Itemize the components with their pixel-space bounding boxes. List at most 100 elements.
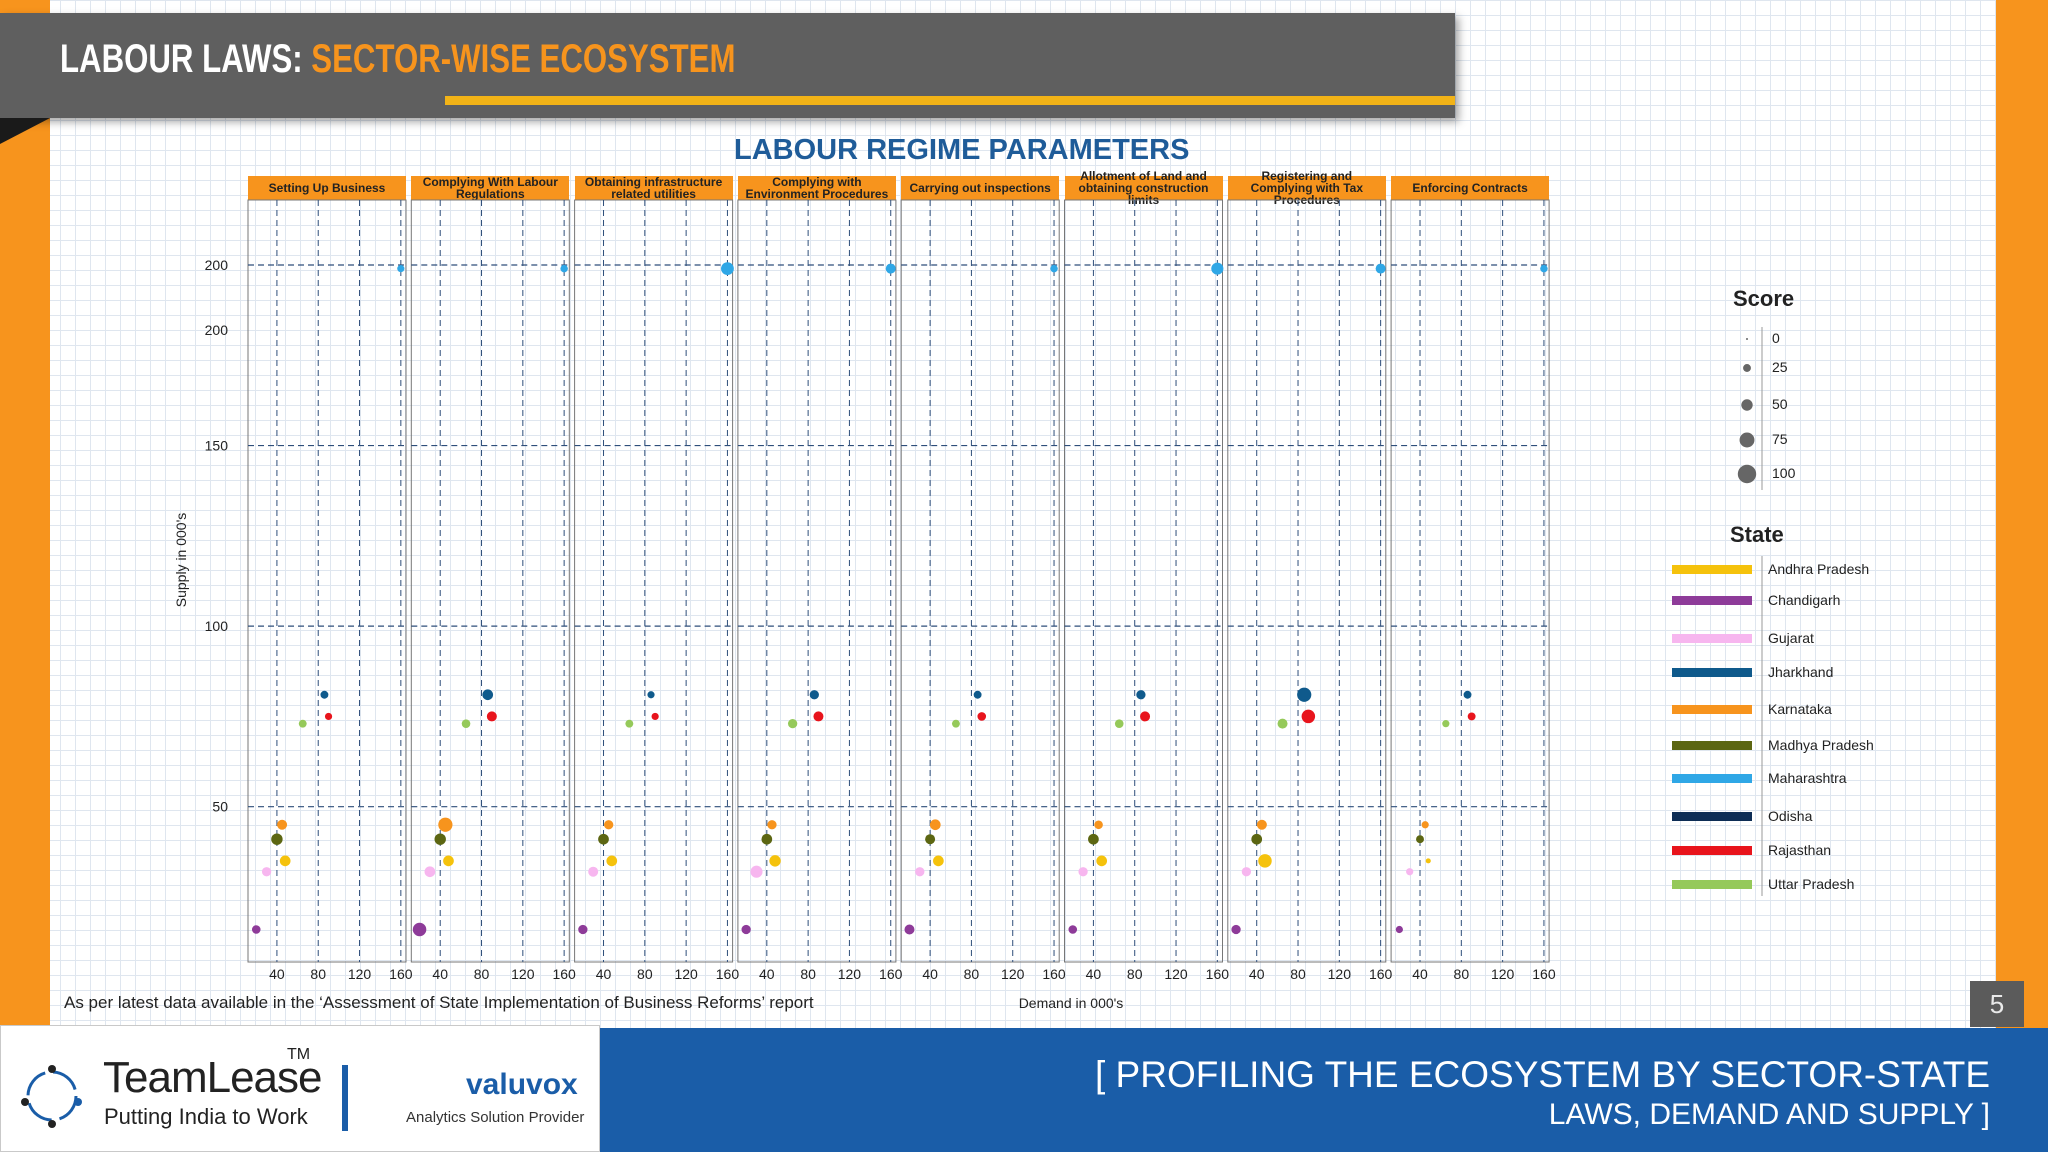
y-tick-label: 50 (212, 799, 228, 815)
data-point (1463, 690, 1472, 699)
score-legend-symbol (1746, 338, 1748, 340)
data-point (598, 833, 609, 845)
x-tick-label: 40 (759, 966, 775, 982)
x-tick-label: 80 (637, 966, 653, 982)
score-legend-label: 100 (1772, 465, 1796, 481)
data-point (1416, 835, 1424, 844)
data-point (813, 711, 824, 722)
footnote: As per latest data available in the ‘Ass… (64, 993, 814, 1012)
panel-frame (1064, 199, 1223, 963)
x-tick-label: 160 (716, 966, 740, 982)
x-tick-label: 120 (1491, 966, 1515, 982)
data-point (1068, 925, 1078, 934)
right-accent-bar (1996, 0, 2048, 1152)
data-point (1088, 833, 1099, 845)
state-legend-label: Odisha (1768, 808, 1813, 824)
data-point (951, 719, 960, 728)
state-legend-label: Maharashtra (1768, 770, 1847, 786)
state-legend-label: Karnataka (1768, 701, 1832, 717)
data-point (604, 820, 614, 830)
data-point (461, 719, 471, 728)
header-underline (445, 96, 1455, 105)
data-point (761, 833, 773, 845)
panel-frame (410, 199, 570, 963)
data-point (1425, 858, 1431, 864)
data-point (741, 924, 751, 935)
score-legend-label: 50 (1772, 396, 1788, 412)
data-point (277, 819, 288, 830)
data-point (933, 855, 944, 867)
y-tick-label: 100 (205, 618, 229, 634)
trademark-mark: TM (287, 1046, 311, 1063)
y-axis-label: Supply in 000's (173, 513, 189, 608)
data-point (1050, 264, 1058, 273)
score-legend-label: 0 (1772, 330, 1780, 346)
x-tick-label: 160 (1532, 966, 1556, 982)
data-point (904, 924, 915, 935)
x-tick-label: 120 (1001, 966, 1025, 982)
footer-heading-line2: LAWS, DEMAND AND SUPPLY ] (1548, 1098, 1990, 1131)
data-point (397, 265, 405, 273)
data-point (1256, 819, 1267, 830)
data-point (1375, 263, 1386, 274)
logo-box (0, 1025, 600, 1152)
panel-title: Obtaining infrastructure related utiliti… (574, 176, 733, 200)
valuvox-tagline: Analytics Solution Provider (406, 1109, 585, 1126)
data-point (915, 867, 925, 877)
teamlease-tagline: Putting India to Work (104, 1104, 308, 1129)
x-tick-label: 120 (348, 966, 372, 982)
x-tick-label: 80 (1290, 966, 1306, 982)
data-point (973, 690, 982, 699)
data-point (1406, 868, 1414, 876)
data-point (1442, 720, 1450, 728)
data-point (1301, 709, 1316, 724)
state-legend-title: State (1730, 522, 1784, 547)
data-point (482, 689, 494, 701)
data-point (925, 834, 936, 845)
score-legend-symbol (1741, 399, 1753, 411)
x-tick-label: 80 (310, 966, 326, 982)
state-legend-label: Jharkhand (1768, 664, 1834, 680)
x-tick-label: 120 (1328, 966, 1352, 982)
x-tick-label: 40 (432, 966, 448, 982)
data-point (1094, 820, 1103, 830)
data-point (424, 866, 436, 878)
page-number: 5 (1970, 981, 2024, 1027)
data-point (1421, 821, 1429, 829)
state-legend-label: Chandigarh (1768, 592, 1841, 608)
data-point (977, 712, 987, 721)
state-legend-swatch (1672, 774, 1752, 783)
data-point (412, 922, 427, 937)
state-legend-swatch (1672, 668, 1752, 677)
panel-frame (247, 199, 407, 963)
y-tick-label: 200 (205, 257, 229, 273)
score-legend-title: Score (1733, 286, 1795, 311)
data-point (651, 712, 659, 721)
panel-title: Complying With Labour Regulations (411, 176, 570, 200)
data-point (721, 262, 734, 276)
data-point (261, 867, 272, 877)
data-point (1231, 924, 1241, 935)
x-tick-label: 120 (674, 966, 698, 982)
x-tick-label: 40 (269, 966, 285, 982)
x-tick-label: 120 (1164, 966, 1188, 982)
x-tick-label: 160 (1369, 966, 1393, 982)
data-point (298, 719, 307, 728)
data-point (251, 925, 261, 934)
panel-frame (1227, 199, 1387, 963)
x-tick-label: 160 (552, 966, 576, 982)
score-legend-symbol (1739, 432, 1755, 448)
data-point (769, 855, 781, 867)
data-point (1078, 867, 1088, 877)
footer-heading-line1: [ PROFILING THE ECOSYSTEM BY SECTOR-STAT… (1094, 1054, 1990, 1095)
data-point (320, 690, 329, 699)
panel-title: Enforcing Contracts (1391, 176, 1550, 200)
data-point (929, 819, 941, 831)
data-point (1277, 718, 1288, 729)
data-point (809, 690, 819, 700)
chart-title: LABOUR REGIME PARAMETERS (734, 134, 1190, 166)
data-point (443, 855, 454, 867)
x-tick-label: 120 (838, 966, 862, 982)
data-point (767, 820, 777, 830)
score-legend-label: 75 (1772, 431, 1788, 447)
